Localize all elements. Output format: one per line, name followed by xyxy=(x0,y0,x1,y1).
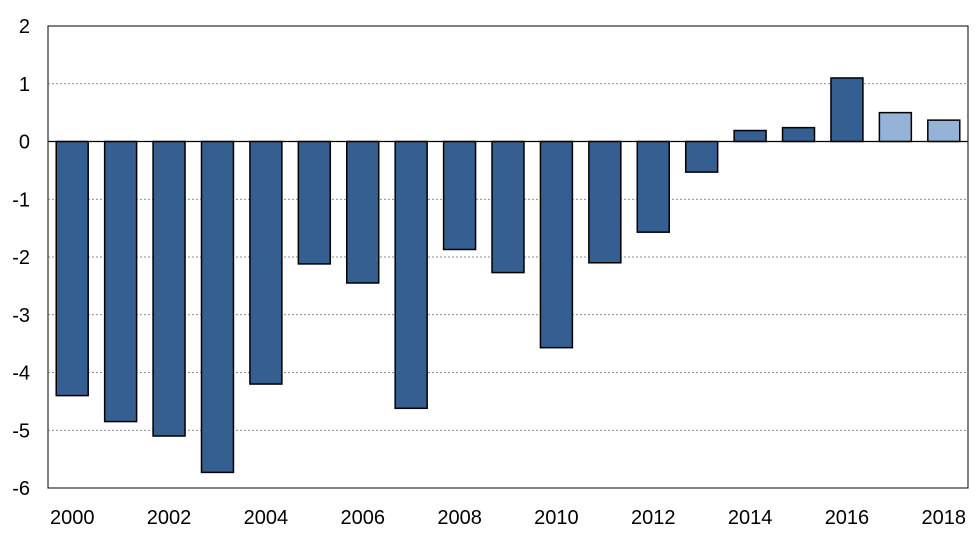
x-tick-label: 2002 xyxy=(147,507,192,529)
x-tick-label: 2018 xyxy=(922,507,967,529)
bar-2016 xyxy=(830,77,864,143)
x-tick-label: 2006 xyxy=(340,507,385,529)
x-tick-label: 2004 xyxy=(244,507,289,529)
x-axis-tick-labels: 2000 2002 2004 2006 2008 2010 2012 2014 2016 2018 xyxy=(50,507,966,529)
y-tick-label: -5 xyxy=(12,420,30,442)
y-axis-tick-labels: 2 1 0 -1 -2 -3 -4 -5 -6 xyxy=(12,16,30,500)
y-tick-label: -3 xyxy=(12,305,30,327)
bar-2005 xyxy=(297,140,332,265)
bar-2015 xyxy=(781,126,816,143)
x-tick-label: 2016 xyxy=(825,507,870,529)
bar-2011 xyxy=(588,140,622,264)
y-tick-label: -1 xyxy=(12,189,30,211)
bar-2007 xyxy=(394,140,428,410)
y-tick-label: -4 xyxy=(12,363,30,385)
y-tick-label: -6 xyxy=(12,478,30,500)
bar-2002 xyxy=(152,140,186,437)
bar-2000 xyxy=(55,140,89,397)
x-tick-label: 2008 xyxy=(437,507,482,529)
bars xyxy=(55,77,961,474)
bar-2012 xyxy=(636,140,670,233)
bar-2013 xyxy=(684,140,719,173)
bar-2009 xyxy=(491,140,525,274)
bar-2010 xyxy=(539,140,574,349)
y-tick-label: 2 xyxy=(19,16,30,38)
bar-2008 xyxy=(442,140,477,251)
bar-2001 xyxy=(103,140,138,423)
bar-2006 xyxy=(346,140,380,284)
y-tick-label: 0 xyxy=(19,132,30,154)
y-tick-label: -2 xyxy=(12,247,30,269)
x-tick-label: 2014 xyxy=(728,507,773,529)
bar-2004 xyxy=(249,140,283,385)
bar-2003 xyxy=(200,140,235,474)
x-tick-label: 2012 xyxy=(631,507,676,529)
x-tick-label: 2000 xyxy=(50,507,95,529)
bar-2014 xyxy=(733,129,767,143)
bar-2018 xyxy=(927,119,961,143)
bar-2017 xyxy=(878,111,913,143)
y-tick-label: 1 xyxy=(19,74,30,96)
x-tick-label: 2010 xyxy=(534,507,579,529)
